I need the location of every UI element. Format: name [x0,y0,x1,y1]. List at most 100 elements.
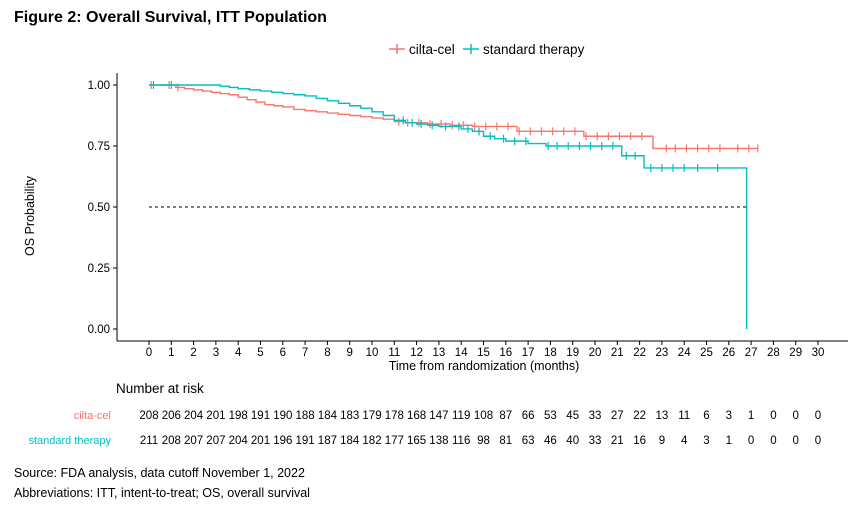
risk-count: 46 [544,435,557,447]
risk-count: 196 [273,435,292,447]
risk-count: 207 [206,435,225,447]
risk-count: 188 [296,410,315,422]
risk-count: 191 [251,410,270,422]
risk-count: 168 [407,410,426,422]
x-tick-label: 12 [410,347,423,359]
y-tick-label: 0.50 [88,202,110,214]
survival-curves [149,81,759,329]
curve-0 [149,84,758,150]
x-tick-label: 27 [745,347,758,359]
x-tick-label: 30 [812,347,825,359]
x-tick-label: 22 [633,347,646,359]
y-ticks: 0.00 0.25 0.50 0.75 1.00 [88,80,117,336]
x-tick-label: 14 [455,347,468,359]
risk-count: 211 [140,435,158,447]
risk-count: 11 [678,410,690,422]
curve-1 [149,84,748,329]
x-tick-label: 23 [656,347,669,359]
x-tick-label: 9 [346,347,352,359]
risk-count: 116 [452,435,470,447]
x-tick-label: 11 [388,347,400,359]
risk-count: 201 [251,435,270,447]
risk-count: 0 [792,410,798,422]
risk-count: 108 [474,410,493,422]
risk-count: 179 [362,410,381,422]
risk-count: 182 [362,435,381,447]
risk-count: 0 [792,435,798,447]
risk-count: 66 [522,410,535,422]
y-tick-label: 0.75 [88,141,110,153]
x-tick-label: 25 [700,347,713,359]
risk-count: 190 [273,410,292,422]
abbreviations-note: Abbreviations: ITT, intent-to-treat; OS,… [14,486,310,500]
x-tick-label: 18 [544,347,557,359]
risk-count: 187 [318,435,337,447]
x-tick-label: 28 [767,347,780,359]
risk-count: 33 [589,410,602,422]
risk-count: 198 [229,410,248,422]
x-tick-label: 0 [146,347,152,359]
x-tick-label: 10 [366,347,379,359]
y-tick-label: 0.25 [88,263,110,275]
y-axis-label: OS Probability [23,175,37,256]
legend-label-0: cilta-cel [409,42,455,57]
x-tick-label: 20 [589,347,602,359]
risk-count: 13 [656,410,669,422]
risk-count: 0 [815,435,821,447]
risk-count: 4 [681,435,688,447]
risk-count: 208 [139,410,158,422]
risk-count: 184 [340,435,360,447]
risk-count: 81 [499,435,512,447]
x-tick-label: 3 [213,347,219,359]
x-tick-label: 13 [433,347,446,359]
x-tick-label: 8 [324,347,330,359]
legend: cilta-cel standard therapy [389,42,585,57]
y-tick-label: 0.00 [88,324,110,336]
source-note: Source: FDA analysis, data cutoff Novemb… [14,466,305,480]
risk-count: 21 [611,435,624,447]
x-tick-label: 19 [566,347,579,359]
x-tick-label: 24 [678,347,691,359]
x-tick-label: 1 [168,347,174,359]
risk-count: 45 [566,410,579,422]
x-tick-label: 29 [789,347,802,359]
risk-count: 1 [726,435,732,447]
risk-count: 0 [748,435,754,447]
risk-count: 0 [770,435,776,447]
risk-count: 183 [340,410,359,422]
risk-count: 27 [611,410,624,422]
x-tick-label: 5 [257,347,263,359]
risk-count: 119 [452,410,470,422]
risk-count: 178 [385,410,404,422]
x-tick-label: 16 [499,347,512,359]
x-tick-label: 6 [280,347,286,359]
x-tick-label: 7 [302,347,308,359]
x-tick-label: 26 [722,347,735,359]
risk-count: 9 [659,435,665,447]
risk-count: 0 [770,410,776,422]
risk-count: 204 [229,435,249,447]
risk-count: 16 [633,435,646,447]
risk-count: 3 [726,410,732,422]
risk-row-label: standard therapy [28,435,111,447]
risk-count: 206 [162,410,181,422]
risk-count: 87 [499,410,512,422]
risk-table: Number at risk cilta-cel 208 206 204 201 198 1… [28,381,821,447]
figure-title: Figure 2: Overall Survival, ITT Populati… [14,9,327,26]
risk-count: 138 [429,435,448,447]
risk-count: 207 [184,435,203,447]
x-tick-label: 2 [190,347,196,359]
risk-count: 33 [589,435,602,447]
risk-count: 208 [162,435,181,447]
x-tick-label: 17 [522,347,535,359]
risk-row-label: cilta-cel [74,410,111,422]
risk-count: 184 [318,410,338,422]
x-tick-label: 4 [235,347,242,359]
risk-count: 63 [522,435,535,447]
risk-count: 165 [407,435,426,447]
risk-count: 53 [544,410,557,422]
risk-count: 0 [815,410,821,422]
risk-count: 22 [633,410,646,422]
risk-count: 147 [429,410,448,422]
